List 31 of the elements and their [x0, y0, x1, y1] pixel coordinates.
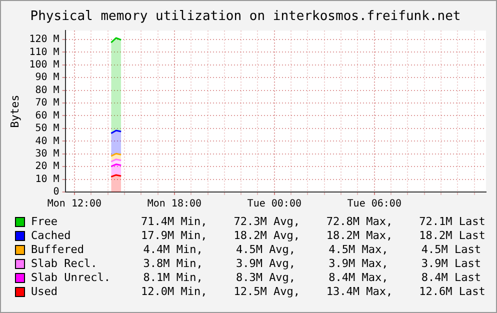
text: 3.8M Min, 3.9M Avg, 3.9M Max, 3.9M Last [142, 257, 481, 271]
y-tick-label: 40 M [35, 136, 60, 147]
text: 4.4M Min, 4.5M Avg, 4.5M Max, 4.5M Last [142, 243, 481, 257]
legend-label: Slab Recl. [31, 257, 98, 271]
y-tick-label: 80 M [35, 84, 60, 96]
x-tick-label: Mon 12:00 [47, 198, 102, 210]
legend-label: Used [31, 285, 58, 299]
legend-label: Cached [31, 229, 72, 243]
x-tick-label: Tue 06:00 [347, 198, 402, 210]
text: 71.4M Min, 72.3M Avg, 72.8M Max, 72.1M Last [141, 215, 486, 229]
y-tick-label: 10 M [35, 174, 60, 185]
x-tick-label: Tue 00:00 [247, 198, 302, 210]
text: 8.1M Min, 8.3M Avg, 8.4M Max, 8.4M Last [142, 271, 481, 285]
y-tick-label: 70 M [35, 98, 60, 109]
y-tick-label: 20 M [35, 161, 60, 172]
legend-label: Slab Unrecl. [31, 271, 112, 285]
chart-title: Physical memory utilization on interkosmos.freifunk.net [30, 9, 461, 24]
legend-label: Free [31, 215, 58, 229]
y-tick-label: 120 M [29, 34, 60, 46]
y-tick-label: 0 [53, 186, 60, 198]
y-tick-label: 60 M [35, 110, 60, 122]
y-tick-label: 90 M [35, 72, 60, 84]
text: 12.0M Min, 12.5M Avg, 13.4M Max, 12.6M Last [141, 285, 486, 299]
text: 17.9M Min, 18.2M Avg, 18.2M Max, 18.2M Last [141, 229, 486, 243]
y-tick-label: 50 M [35, 123, 60, 134]
legend-label: Buffered [31, 243, 85, 257]
y-tick-label: 110 M [29, 46, 60, 58]
y-tick-label: 100 M [29, 60, 60, 71]
x-tick-label: Mon 18:00 [147, 198, 202, 210]
y-tick-label: 30 M [35, 148, 60, 160]
y-axis-title: Bytes [8, 94, 22, 128]
